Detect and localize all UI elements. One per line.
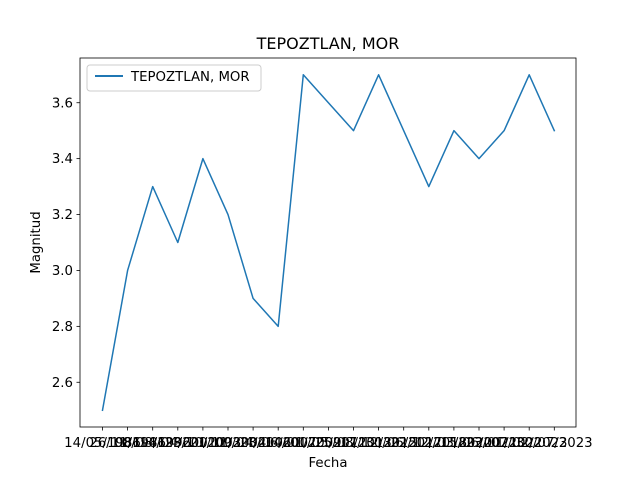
y-tick-label: 3.2 [52,208,73,223]
x-tick-label: 23/10/2003 [165,436,242,451]
x-axis: 14/05/198626/11/198608/08/199614/04/2001… [64,427,593,451]
x-axis-label: Fecha [309,456,348,471]
legend-box [86,64,262,92]
y-axis-label: Magnitud [29,211,44,273]
x-tick-label: 01/05/2011 [290,436,367,451]
x-tick-label: 15/06/2021 [441,436,518,451]
x-tick-label: 23/01/2022 [466,436,543,451]
x-tick-label: 08/08/1996 [114,436,191,451]
x-tick-label: 21/11/2004 [190,436,267,451]
x-tick-label: 30/06/2017 [365,436,442,451]
x-tick-label: 26/11/1986 [89,436,166,451]
x-tick-label: 14/05/1986 [64,436,141,451]
x-tick-label: 09/04/2006 [215,436,292,451]
x-tick-label: 14/01/2009 [265,436,342,451]
y-tick-label: 2.8 [52,320,73,335]
chart-title: TEPOZTLAN, MOR [256,34,400,53]
y-tick-label: 3.0 [52,264,73,279]
x-tick-label: 07/02/2023 [491,436,568,451]
x-tick-label: 23/06/2007 [240,436,317,451]
x-tick-label: 25/08/2013 [315,436,392,451]
y-tick-label: 3.6 [52,96,73,111]
y-axis: 2.6 2.8 3.0 3.2 3.4 3.6 [52,96,80,391]
y-tick-label: 2.6 [52,376,73,391]
legend: TEPOZTLAN, MOR [86,64,262,92]
x-tick-label: 30/07/2023 [516,436,593,451]
x-tick-label: 22/12/2018 [390,436,467,451]
x-tick-label: 12/03/2020 [416,436,493,451]
x-tick-label: 14/04/2001 [139,436,216,451]
series-layer [101,74,556,412]
y-tick-label: 3.4 [52,152,73,167]
legend-label: TEPOZTLAN, MOR [130,70,250,85]
x-tick-label: 17/12/2015 [340,436,417,451]
plot-area: 2.62.83.03.23.43.6 14/05/198626/11/19860… [52,57,593,451]
